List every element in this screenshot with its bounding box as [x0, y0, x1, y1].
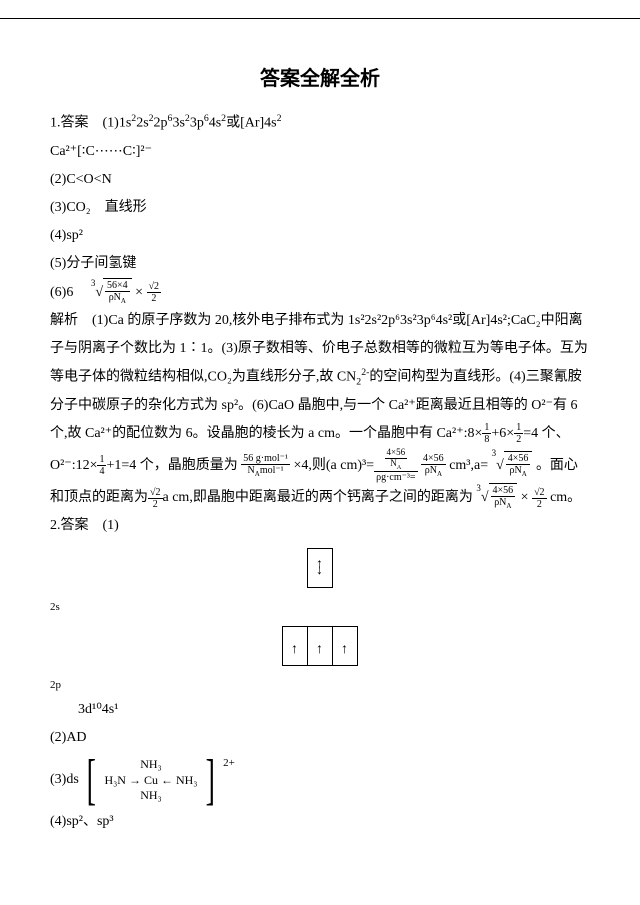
bracket-right-icon: ] — [206, 752, 215, 808]
q1-p4: (4)sp² — [50, 222, 590, 250]
cube-root-index: 3 — [91, 278, 96, 288]
mass-frac: 56 g·mol⁻¹NAmol⁻¹ — [241, 453, 290, 479]
q1-p5: (5)分子间氢键 — [50, 250, 590, 278]
arrow-up-icon — [308, 636, 332, 664]
orbital-box-2s — [307, 548, 333, 588]
q1-answer-line1: 1.答案 (1)1s22s22p63s23p64s2或[Ar]4s2 — [50, 109, 590, 138]
q1-p2: (2)C<O<N — [50, 166, 590, 194]
fracA-den: ρN — [109, 292, 121, 303]
label-2p: 2p — [50, 674, 590, 696]
q2-p3: (3)ds — [50, 773, 79, 788]
q1-p1b: 或[Ar]4s — [226, 116, 277, 131]
q1-line2: Ca²⁺[∶C⋯⋯C∶]²⁻ — [50, 138, 590, 166]
jiexi-label: 解析 — [50, 313, 78, 328]
arrow-down-icon — [308, 557, 332, 585]
orbital-box-2p-3 — [332, 626, 358, 666]
document-page: 答案全解全析 1.答案 (1)1s22s22p63s23p64s2或[Ar]4s… — [0, 18, 640, 866]
arrow-up-icon — [333, 636, 357, 664]
q2-p3-line: (3)ds [ NH₃ H₃N → Cu ← NH₃ NH₃ ] 2+ — [50, 752, 590, 808]
q1-jiexi: 解析 (1)Ca 的原子序数为 20,核外电子排布式为 1s²2s²2p⁶3s²… — [50, 307, 590, 513]
q2-p4: (4)sp²、sp³ — [50, 808, 590, 836]
complex-charge: 2+ — [223, 757, 235, 769]
q2-d10: 3d¹⁰4s¹ — [50, 696, 590, 724]
fracA-num: 56×4 — [105, 280, 130, 292]
q1-p6-line: (6)6 3√56×4ρNA × √22 — [50, 278, 590, 307]
bracket-left-icon: [ — [87, 752, 96, 808]
times-sign: × — [135, 285, 143, 300]
orbital-2p-row — [50, 626, 590, 666]
complex-inner: NH₃ H₃N → Cu ← NH₃ NH₃ — [104, 757, 197, 804]
q2-label: 2.答案 (1) — [50, 512, 590, 540]
q2-p2: (2)AD — [50, 724, 590, 752]
q1-p3: (3)CO₂ 直线形 — [50, 194, 590, 222]
q1-p6: (6)6 — [50, 285, 87, 300]
label-2s: 2s — [50, 596, 590, 618]
orbital-2s-row — [50, 548, 590, 588]
radical-body-a: 56×4ρNA — [103, 278, 132, 307]
q1-p1a: (1)1s — [103, 116, 132, 131]
fracB: √22 — [147, 281, 162, 304]
complex-ion: [ NH₃ H₃N → Cu ← NH₃ NH₃ ] 2+ — [82, 752, 235, 808]
arrow-up-icon — [283, 636, 307, 664]
q1-label: 1.答案 — [50, 116, 89, 131]
page-title: 答案全解全析 — [50, 59, 590, 99]
orbital-box-2p-1 — [282, 626, 308, 666]
orbital-box-2p-2 — [307, 626, 333, 666]
